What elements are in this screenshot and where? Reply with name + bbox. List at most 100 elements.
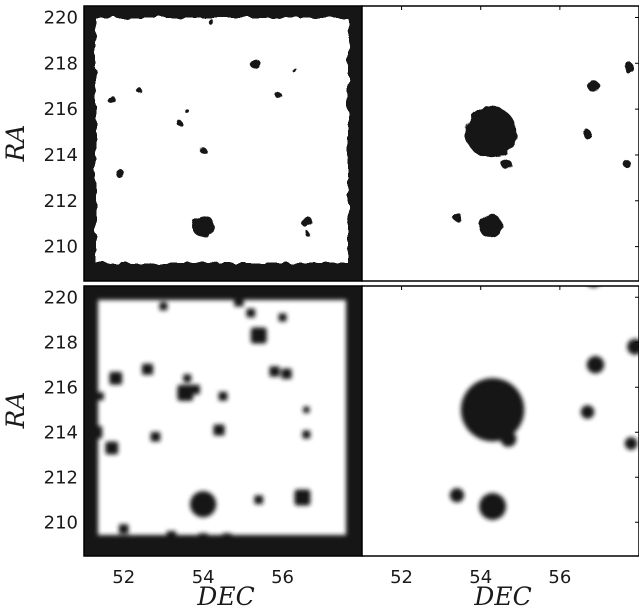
y-axis-title-top: RA — [1, 125, 30, 163]
source-mark — [249, 58, 260, 69]
mask-layer — [84, 6, 362, 281]
border-mask-bottom — [84, 535, 362, 556]
x-tick-label: 54 — [469, 567, 492, 588]
border-mask-right — [348, 6, 362, 281]
source-mark — [109, 371, 123, 385]
mask-layer — [452, 6, 635, 238]
mask-layer — [84, 286, 362, 556]
source-mark — [250, 327, 267, 344]
y-axis-title-bottom: RA — [1, 392, 30, 430]
source-mark — [464, 106, 517, 158]
source-mark — [107, 95, 116, 104]
source-mark — [176, 120, 183, 126]
source-mark — [192, 214, 215, 238]
source-mark — [580, 405, 595, 419]
source-mark — [136, 88, 143, 94]
panel-0-1 — [361, 5, 639, 282]
x-tick-label: 52 — [112, 567, 135, 588]
source-mark — [183, 374, 192, 383]
source-mark — [218, 391, 228, 401]
panel-0-0 — [83, 5, 363, 282]
source-mark — [234, 296, 244, 307]
source-mark — [281, 368, 292, 379]
source-mark — [185, 109, 190, 114]
mask-layer — [449, 286, 639, 520]
border-mask-top — [84, 286, 362, 300]
source-mark — [190, 491, 217, 518]
y-tick-label: 216 — [44, 99, 78, 120]
source-mark — [95, 392, 104, 401]
source-mark — [222, 533, 232, 543]
source-mark — [278, 313, 287, 322]
source-mark — [623, 62, 635, 74]
panel-1-0 — [83, 285, 363, 557]
panel-background — [84, 286, 362, 556]
x-axis-title-left: DEC — [196, 582, 254, 611]
panel-frame — [361, 285, 639, 557]
source-mark — [254, 495, 264, 505]
source-mark — [501, 158, 512, 170]
source-mark — [452, 212, 462, 222]
x-tick-label: 54 — [192, 567, 215, 588]
source-mark — [150, 431, 161, 442]
source-mark — [292, 67, 297, 73]
y-tick-label: 220 — [44, 287, 78, 308]
source-mark — [208, 19, 214, 25]
source-mark — [199, 147, 207, 154]
border-mask-top — [84, 6, 362, 18]
source-mark — [624, 437, 638, 450]
x-axis-title-right: DEC — [473, 582, 531, 611]
panel-content — [84, 6, 362, 281]
source-mark — [500, 431, 517, 447]
source-mark — [479, 493, 507, 520]
y-tick-label: 214 — [44, 422, 78, 443]
source-mark — [141, 363, 154, 375]
border-mask-left — [84, 6, 96, 281]
source-mark — [304, 230, 309, 236]
source-mark — [449, 488, 465, 503]
y-tick-label: 212 — [44, 191, 78, 212]
y-tick-label: 214 — [44, 145, 78, 166]
y-tick-label: 210 — [44, 512, 78, 533]
x-tick-label: 52 — [390, 567, 413, 588]
y-tick-label: 218 — [44, 53, 78, 74]
panel-1-1 — [361, 285, 639, 557]
source-mark — [177, 384, 194, 401]
panel-content — [362, 6, 639, 281]
source-mark — [213, 424, 225, 436]
y-tick-label: 220 — [44, 7, 78, 28]
y-tick-label: 210 — [44, 237, 78, 258]
source-mark — [118, 524, 129, 534]
panel-content — [84, 286, 362, 556]
source-mark — [198, 533, 208, 543]
panel-background — [84, 6, 362, 281]
y-tick-label: 216 — [44, 377, 78, 398]
source-mark — [302, 430, 311, 439]
panels-group — [83, 5, 639, 557]
x-tick-label: 56 — [271, 567, 294, 588]
border-mask-right — [346, 286, 362, 556]
source-mark — [303, 406, 310, 413]
axes-group: RA RA DEC DEC 210 212 214 216 218 220 210 212 21… — [1, 7, 571, 611]
source-mark — [115, 168, 125, 178]
source-mark — [166, 530, 177, 541]
border-mask-bottom — [84, 263, 362, 281]
border-mask-left — [84, 286, 98, 556]
source-mark — [587, 80, 600, 93]
source-mark — [294, 489, 311, 506]
source-mark — [105, 441, 119, 455]
source-mark — [211, 260, 220, 269]
source-mark — [89, 425, 103, 439]
source-mark — [586, 356, 605, 374]
x-tick-label: 56 — [548, 567, 571, 588]
panel-frame — [361, 5, 639, 282]
source-mark — [478, 214, 503, 238]
source-mark — [623, 160, 632, 169]
source-mark — [159, 302, 168, 311]
source-mark — [269, 366, 280, 377]
y-tick-label: 218 — [44, 332, 78, 353]
source-mark — [190, 384, 200, 395]
source-mark — [627, 338, 639, 355]
y-tick-label: 212 — [44, 467, 78, 488]
